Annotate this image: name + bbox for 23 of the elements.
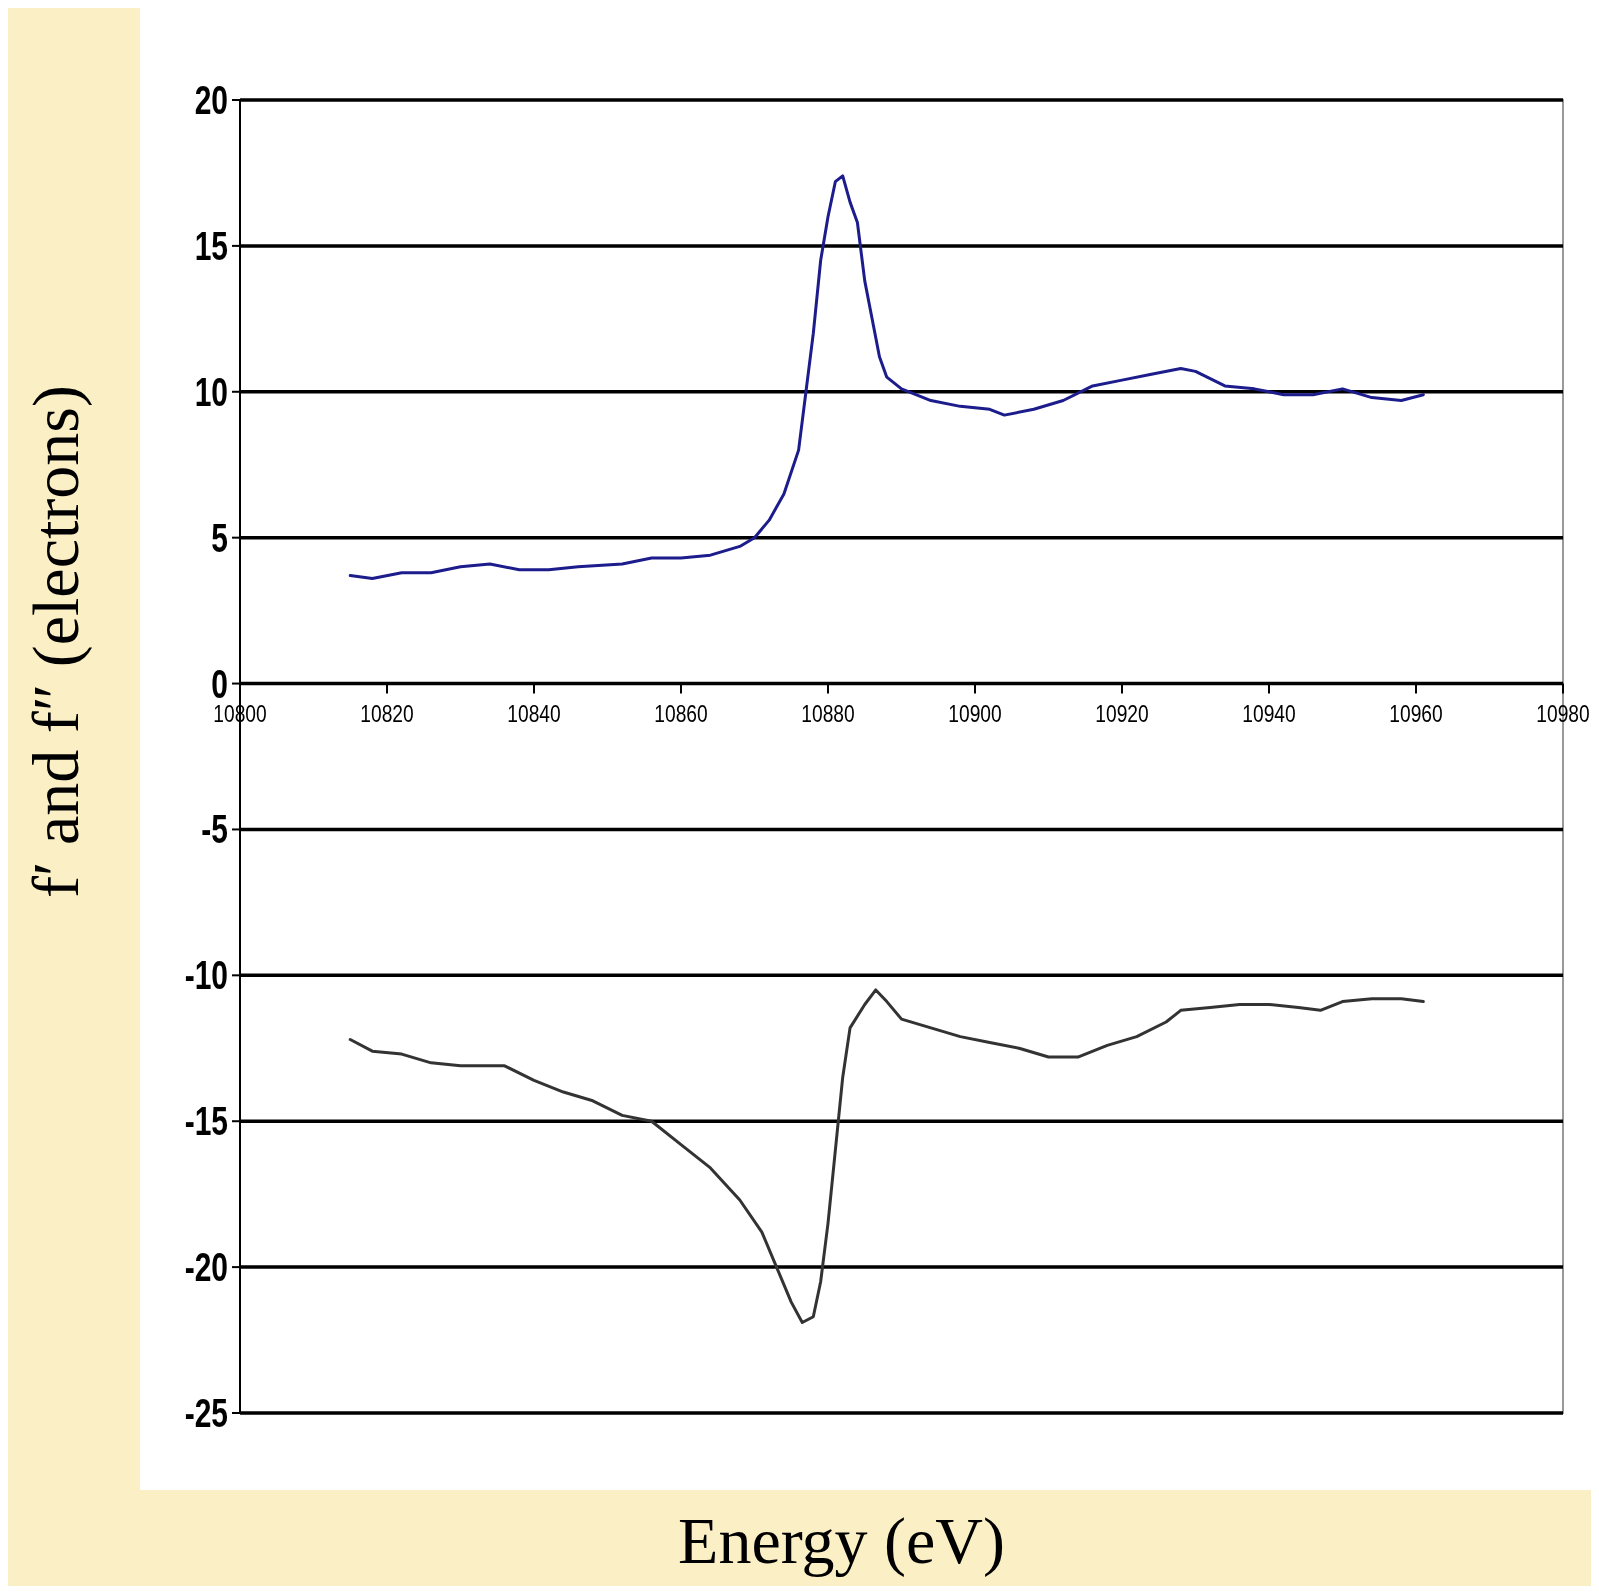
line-series — [348, 174, 1425, 581]
x-tick-label: 10820 — [360, 699, 414, 728]
x-tick-label: 10960 — [1389, 699, 1443, 728]
y-tick-label: 15 — [194, 223, 228, 268]
y-tick-label: -20 — [184, 1244, 228, 1290]
x-tick-label: 10940 — [1242, 699, 1296, 728]
y-tick-label: 10 — [194, 369, 228, 414]
y-tick-label: -25 — [184, 1390, 228, 1435]
y-tick-label: -15 — [184, 1099, 228, 1144]
x-tick-label: 10860 — [654, 699, 708, 728]
y-tick-label: 0 — [211, 661, 228, 706]
x-tick-label: 10900 — [948, 699, 1002, 728]
y-tick-label: -10 — [184, 953, 228, 998]
y-axis-title: f′ and f″ (electrons) — [19, 385, 93, 898]
x-tick-label: 10840 — [507, 699, 561, 728]
line-series — [348, 988, 1425, 1325]
y-tick-label: 5 — [211, 515, 228, 560]
x-tick-label: 10920 — [1095, 699, 1149, 728]
y-tick-label: 20 — [194, 77, 228, 122]
y-tick-label: -5 — [201, 807, 228, 852]
x-tick-label: 10980 — [1536, 699, 1590, 728]
x-tick-label: 10880 — [801, 699, 855, 728]
x-axis-title: Energy (eV) — [678, 1504, 1005, 1578]
